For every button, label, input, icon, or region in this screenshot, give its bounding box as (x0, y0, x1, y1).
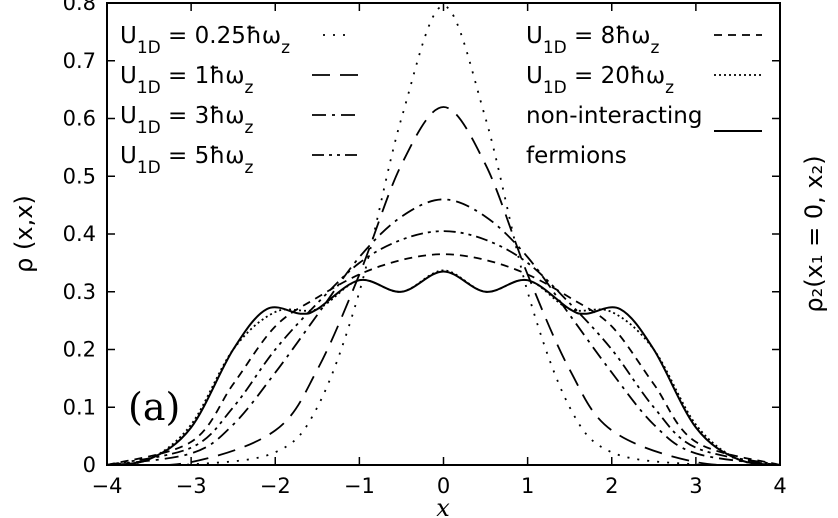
y-tick-label: 0 (83, 453, 96, 477)
legend-entry-label: non-interacting (526, 103, 702, 129)
y-tick-label: 0.6 (63, 107, 96, 131)
legend: U1D = 0.25ħωz U1D = 1ħωz U1D = 3ħωz U1D = 5… (120, 23, 762, 178)
y-axis-label: ρ (x,x) (10, 195, 38, 273)
y-tick-label: 0.7 (63, 49, 96, 73)
y-tick-label: 0.3 (63, 280, 96, 304)
series-line-2 (107, 198, 780, 465)
plot-frame (106, 2, 781, 466)
y-tick-label: 0.5 (63, 164, 96, 188)
series-line-6 (107, 270, 780, 465)
x-tick-label: −3 (176, 474, 207, 498)
legend-entry-label: U1D = 8ħωz (526, 23, 660, 58)
legend-entry-label: U1D = 3ħωz (120, 103, 254, 138)
series-lines (107, 4, 780, 465)
series-line-1 (107, 106, 780, 465)
x-tick-label: −4 (92, 474, 123, 498)
x-tick-label: −1 (344, 474, 375, 498)
x-tick-label: 3 (689, 474, 702, 498)
series-line-3 (107, 230, 780, 465)
x-tick-label: 4 (773, 474, 786, 498)
x-tick-label: 1 (521, 474, 534, 498)
legend-entry-label: fermions (526, 143, 627, 169)
legend-entry-label: U1D = 5ħωz (120, 143, 254, 178)
x-tick-label: 2 (605, 474, 618, 498)
y-tick-label: 0.2 (63, 338, 96, 362)
y-tick-label: 0.4 (63, 222, 96, 246)
y-axis-right-label: ρ₂(x₁ = 0, x₂) (800, 155, 828, 312)
y-tick-label: 0.1 (63, 395, 96, 419)
series-line-5 (107, 269, 780, 465)
legend-entry-label: U1D = 1ħωz (120, 63, 254, 98)
panel-label: (a) (128, 385, 180, 429)
legend-entry-label: U1D = 20ħωz (526, 63, 674, 98)
legend-entry-label: U1D = 0.25ħωz (120, 23, 290, 58)
axis-ticks: −4 −3 −2 −1 0 1 2 3 4 0 0.1 0.2 0.3 0.4 0.5 0.6 0.7 0.8 (63, 0, 787, 498)
x-tick-label: 0 (437, 474, 450, 498)
x-tick-label: −2 (260, 474, 291, 498)
x-axis-label: x (436, 494, 450, 518)
y-tick-label: 0.8 (63, 0, 96, 15)
series-line-4 (107, 253, 780, 465)
